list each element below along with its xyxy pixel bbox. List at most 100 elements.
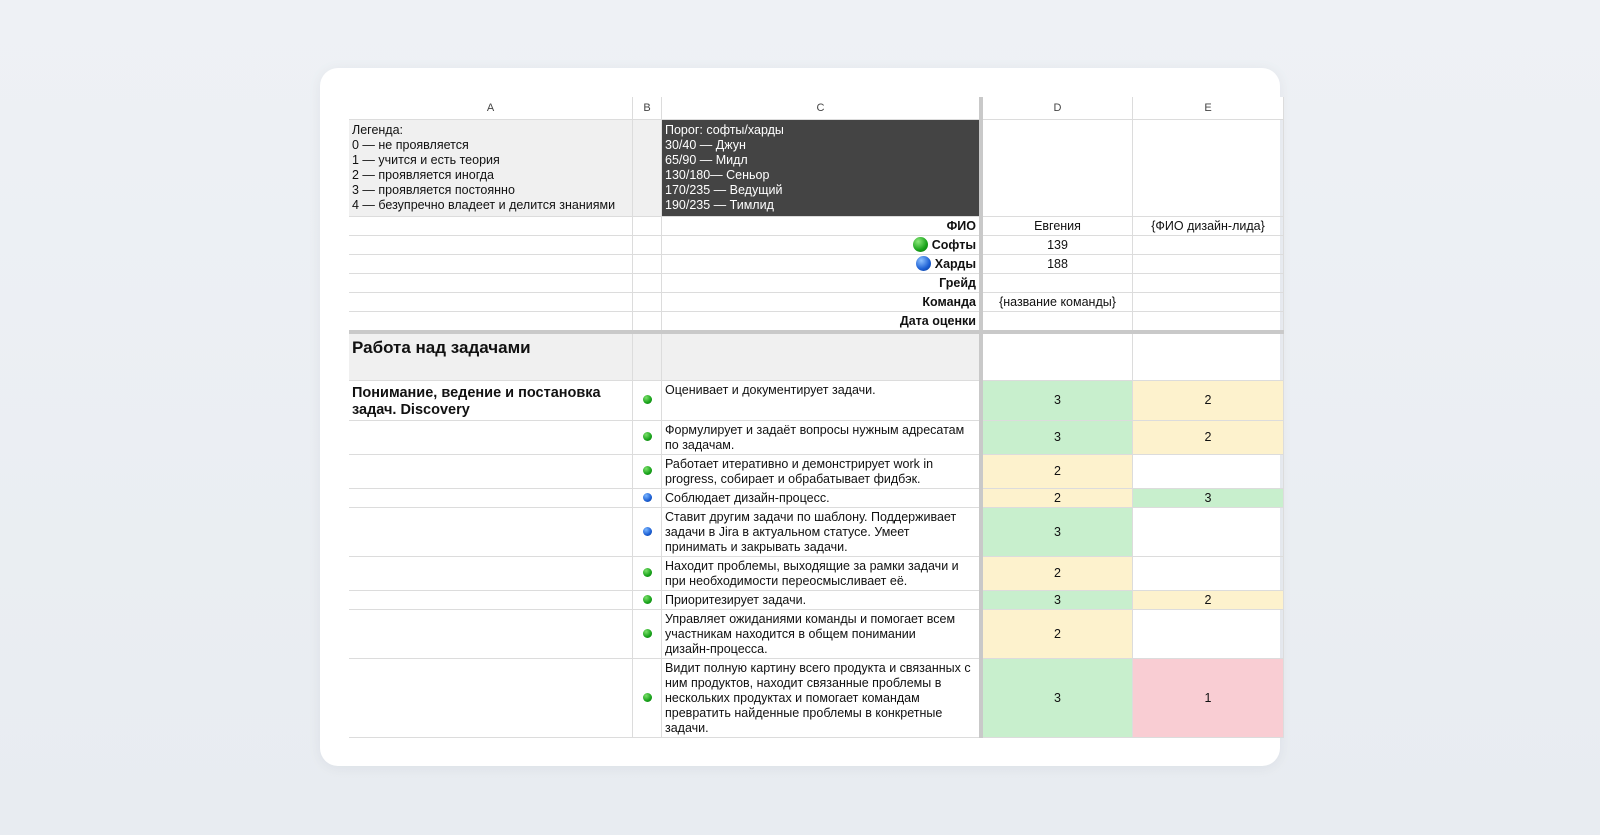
cell-b[interactable] xyxy=(632,254,662,274)
column-header-d[interactable]: D xyxy=(980,97,1133,120)
score-e[interactable] xyxy=(1132,507,1284,557)
skill-type-cell[interactable] xyxy=(632,420,662,455)
section-title[interactable]: Работа над задачами xyxy=(349,330,633,381)
cell-b[interactable] xyxy=(632,216,662,236)
fio-value-e[interactable]: {ФИО дизайн-лида} xyxy=(1132,216,1284,236)
soft-label-cell[interactable]: Софты xyxy=(661,235,983,255)
score-e[interactable] xyxy=(1132,556,1284,591)
cell-d-blank[interactable] xyxy=(980,119,1133,217)
hard-total-row: Харды 188 xyxy=(349,254,1284,274)
skill-description[interactable]: Видит полную картину всего продукта и св… xyxy=(661,658,983,738)
skill-description[interactable]: Находит проблемы, выходящие за рамки зад… xyxy=(661,556,983,591)
date-value-d[interactable] xyxy=(980,311,1133,333)
score-e[interactable]: 2 xyxy=(1132,590,1284,610)
section-cell-d[interactable] xyxy=(980,330,1133,381)
soft-total-d[interactable]: 139 xyxy=(980,235,1133,255)
column-header-a[interactable]: A xyxy=(349,97,633,120)
hard-total-e[interactable] xyxy=(1132,254,1284,274)
skill-description[interactable]: Оценивает и документирует задачи. xyxy=(661,380,983,421)
cell-b[interactable] xyxy=(632,292,662,312)
score-d[interactable]: 3 xyxy=(980,507,1133,557)
column-header-b[interactable]: B xyxy=(632,97,662,120)
skill-group-cell[interactable] xyxy=(349,507,633,557)
legend-cell-b[interactable] xyxy=(632,119,662,217)
score-d[interactable]: 2 xyxy=(980,488,1133,508)
team-value-e[interactable] xyxy=(1132,292,1284,312)
score-d[interactable]: 3 xyxy=(980,658,1133,738)
score-e[interactable] xyxy=(1132,609,1284,659)
skill-group-label[interactable]: Понимание, ведение и постановка задач. D… xyxy=(349,380,633,421)
skill-description-line: Приоритезирует задачи. xyxy=(665,593,807,607)
fio-value-d[interactable]: Евгения xyxy=(980,216,1133,236)
skill-group-cell[interactable] xyxy=(349,488,633,508)
skill-type-cell[interactable] xyxy=(632,590,662,610)
skill-description[interactable]: Приоритезирует задачи. xyxy=(661,590,983,610)
column-header-c[interactable]: C xyxy=(661,97,983,120)
skill-group-cell[interactable] xyxy=(349,590,633,610)
score-e[interactable] xyxy=(1132,454,1284,489)
skill-type-cell[interactable] xyxy=(632,488,662,508)
section-cell-e[interactable] xyxy=(1132,330,1284,381)
skill-group-cell[interactable] xyxy=(349,420,633,455)
fio-label[interactable]: ФИО xyxy=(661,216,983,236)
score-e[interactable]: 1 xyxy=(1132,658,1284,738)
score-e[interactable]: 3 xyxy=(1132,488,1284,508)
cell-a[interactable] xyxy=(349,292,633,312)
cell-a[interactable] xyxy=(349,216,633,236)
date-label[interactable]: Дата оценки xyxy=(661,311,983,333)
skill-group-cell[interactable] xyxy=(349,454,633,489)
cell-b[interactable] xyxy=(632,273,662,293)
skill-group-cell[interactable] xyxy=(349,658,633,738)
score-e[interactable]: 2 xyxy=(1132,380,1284,421)
skill-description[interactable]: Управляет ожиданиями команды и помогает … xyxy=(661,609,983,659)
score-d[interactable]: 2 xyxy=(980,454,1133,489)
cell-b[interactable] xyxy=(632,311,662,333)
score-d[interactable]: 3 xyxy=(980,420,1133,455)
skill-row: Работает итеративно и демонстрирует work… xyxy=(349,454,1284,489)
skill-description[interactable]: Работает итеративно и демонстрирует work… xyxy=(661,454,983,489)
cell-b[interactable] xyxy=(632,235,662,255)
skill-description[interactable]: Формулирует и задаёт вопросы нужным адре… xyxy=(661,420,983,455)
grade-value-e[interactable] xyxy=(1132,273,1284,293)
section-cell-c[interactable] xyxy=(661,330,983,381)
column-header-e[interactable]: E xyxy=(1132,97,1284,120)
grade-label[interactable]: Грейд xyxy=(661,273,983,293)
skill-description-line: задачи. xyxy=(665,721,709,735)
section-cell-b[interactable] xyxy=(632,330,662,381)
skill-description[interactable]: Ставит другим задачи по шаблону. Поддерж… xyxy=(661,507,983,557)
team-label[interactable]: Команда xyxy=(661,292,983,312)
skill-type-cell[interactable] xyxy=(632,507,662,557)
hard-total-d[interactable]: 188 xyxy=(980,254,1133,274)
skill-type-cell[interactable] xyxy=(632,380,662,421)
skill-description-line: Оценивает и документирует задачи. xyxy=(665,383,876,397)
date-value-e[interactable] xyxy=(1132,311,1284,333)
score-d[interactable]: 3 xyxy=(980,380,1133,421)
score-e[interactable]: 2 xyxy=(1132,420,1284,455)
cell-e-blank[interactable] xyxy=(1132,119,1284,217)
score-d[interactable]: 2 xyxy=(980,556,1133,591)
soft-total-e[interactable] xyxy=(1132,235,1284,255)
skill-type-cell[interactable] xyxy=(632,658,662,738)
cell-a[interactable] xyxy=(349,254,633,274)
skill-group-cell[interactable] xyxy=(349,556,633,591)
team-value-d[interactable]: {название команды} xyxy=(980,292,1133,312)
cell-a[interactable] xyxy=(349,273,633,293)
threshold-item: 30/40 — Джун xyxy=(665,138,746,152)
cell-a[interactable] xyxy=(349,311,633,333)
score-d[interactable]: 2 xyxy=(980,609,1133,659)
threshold-cell[interactable]: Порог: софты/харды 30/40 — Джун 65/90 — … xyxy=(661,119,983,217)
skill-type-cell[interactable] xyxy=(632,609,662,659)
column-header-row: A B C D E xyxy=(349,97,1284,120)
spreadsheet: A B C D E Легенда: 0 — не проявляется 1 … xyxy=(349,97,1284,738)
score-d[interactable]: 3 xyxy=(980,590,1133,610)
skill-type-cell[interactable] xyxy=(632,556,662,591)
hard-label-cell[interactable]: Харды xyxy=(661,254,983,274)
skill-description[interactable]: Соблюдает дизайн-процесс. xyxy=(661,488,983,508)
skill-type-cell[interactable] xyxy=(632,454,662,489)
skill-description-line: Соблюдает дизайн-процесс. xyxy=(665,491,830,505)
skill-group-cell[interactable] xyxy=(349,609,633,659)
skill-description-line: при необходимости переосмысливает её. xyxy=(665,574,908,588)
grade-value-d[interactable] xyxy=(980,273,1133,293)
legend-cell[interactable]: Легенда: 0 — не проявляется 1 — учится и… xyxy=(349,119,633,217)
cell-a[interactable] xyxy=(349,235,633,255)
